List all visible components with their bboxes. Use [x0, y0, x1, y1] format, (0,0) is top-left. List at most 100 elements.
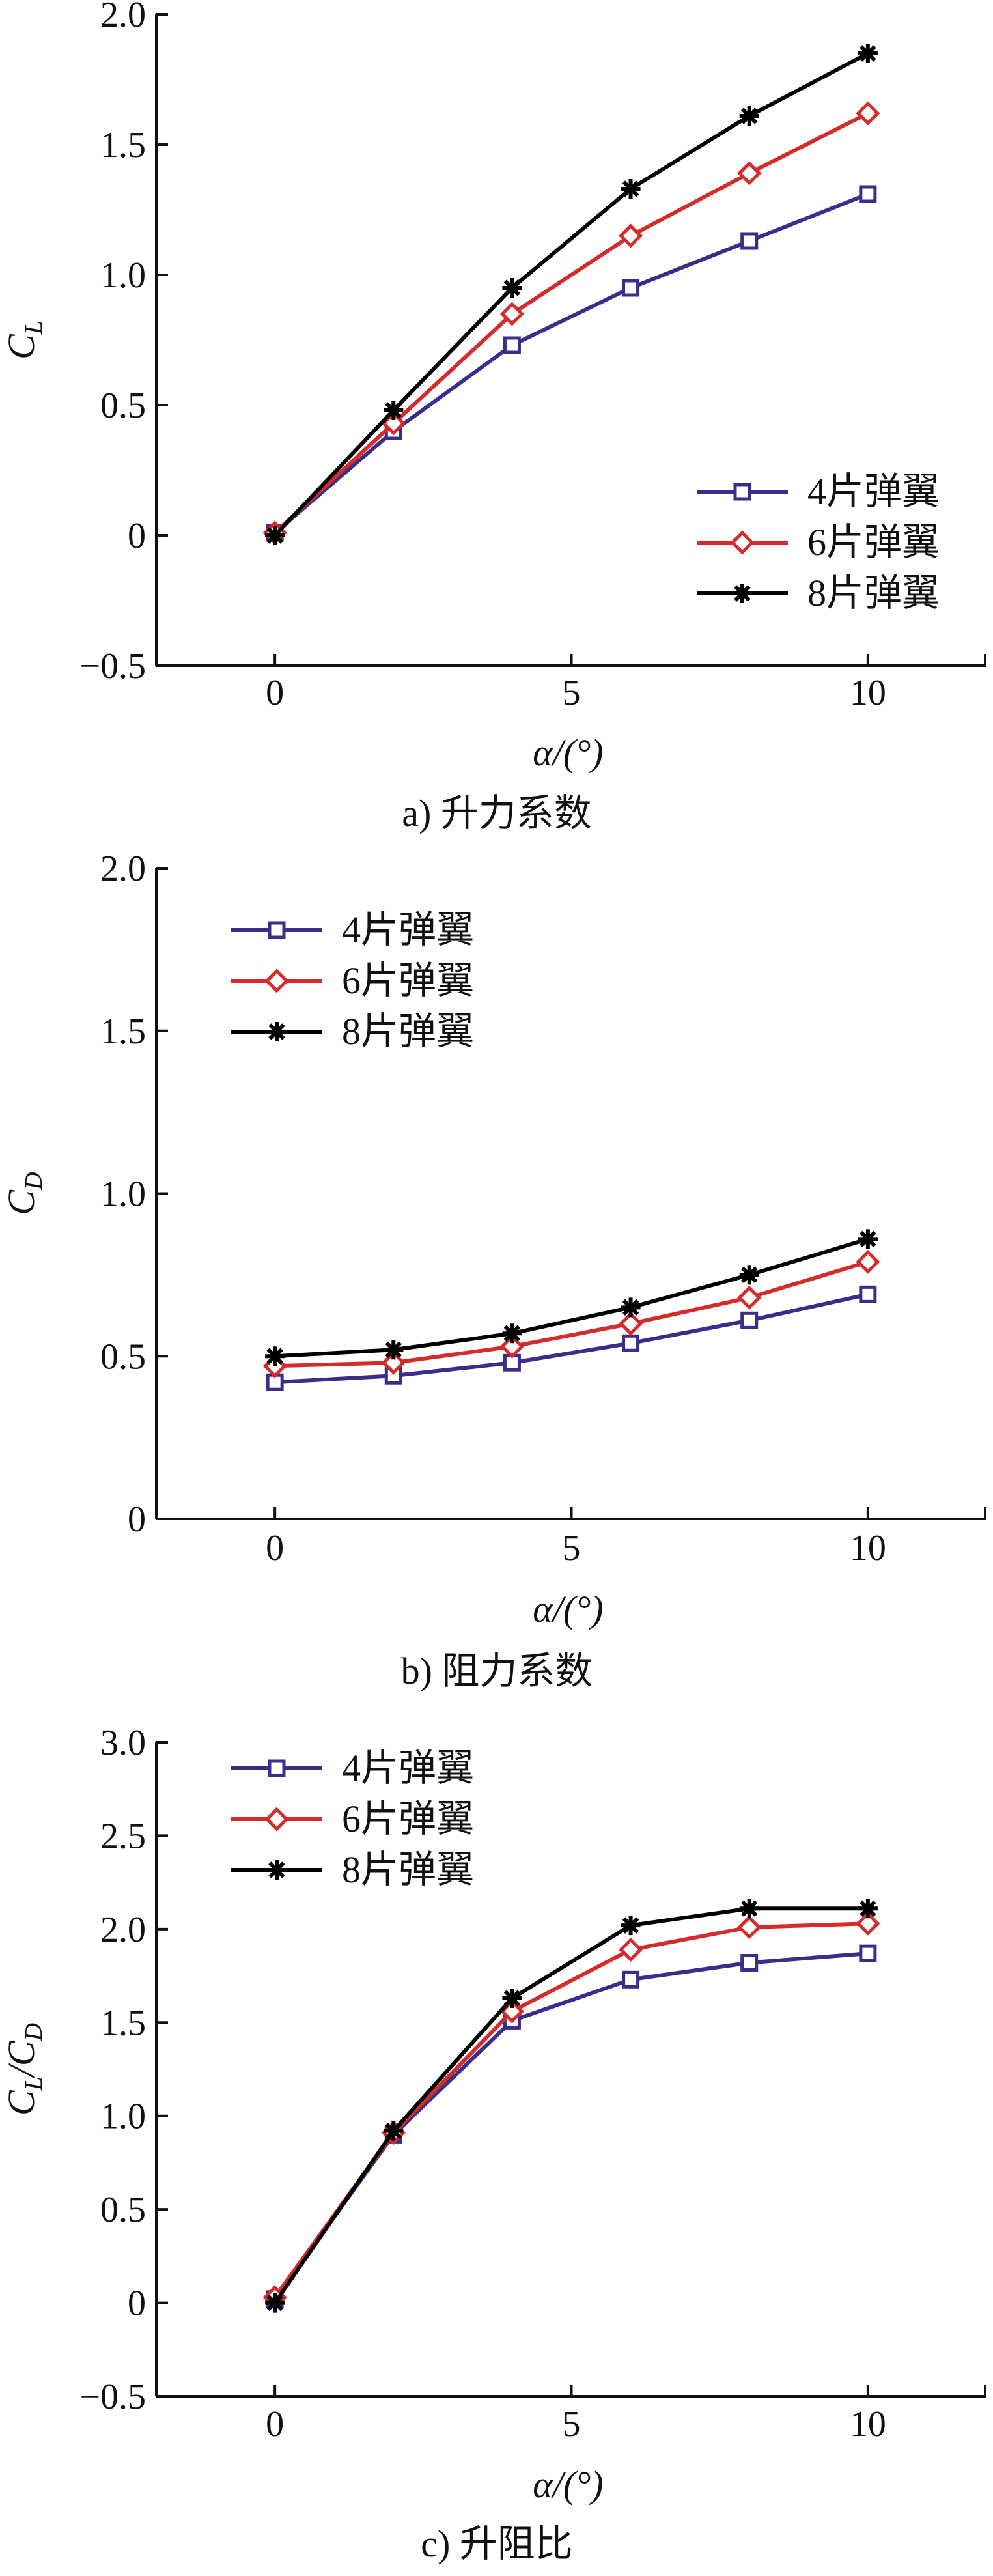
- y-tick-label: 2.5: [100, 1816, 146, 1856]
- legend-marker: [267, 1860, 287, 1880]
- y-tick-label: 1.0: [100, 255, 146, 296]
- data-point-marker: [502, 278, 522, 298]
- data-point-marker: [856, 1249, 880, 1274]
- data-point-marker: [739, 106, 759, 126]
- data-point-marker: [265, 526, 285, 545]
- y-tick-label: 1.0: [100, 1174, 146, 1215]
- x-tick-label: 0: [266, 673, 284, 713]
- y-tick-label: 2.0: [100, 849, 146, 889]
- x-tick-label: 10: [850, 2404, 886, 2444]
- data-point-marker: [858, 44, 878, 63]
- legend-marker: [268, 921, 286, 939]
- series-line: [273, 1951, 869, 2300]
- series-line: [273, 51, 869, 537]
- data-point-marker: [621, 1297, 641, 1318]
- series-1: [266, 1285, 877, 1391]
- data-point-marker: [737, 1915, 762, 1940]
- series-2: [262, 1911, 880, 2310]
- chart-caption: c) 升阻比: [421, 2523, 573, 2565]
- legend-marker: [264, 1807, 289, 1832]
- data-point-marker: [622, 1970, 640, 1989]
- y-tick-label: 2.0: [100, 0, 146, 35]
- data-point-marker: [503, 336, 521, 354]
- data-point-marker: [737, 1285, 762, 1310]
- legend-label: 6片弹翼: [342, 959, 474, 1002]
- series-line: [274, 1292, 869, 1385]
- y-tick-label: 1.0: [100, 2097, 146, 2137]
- y-tick-label: 0.5: [100, 386, 146, 426]
- y-tick-label: 0: [128, 1499, 146, 1540]
- data-point-marker: [858, 1229, 878, 1249]
- data-point-marker: [622, 1334, 640, 1352]
- data-point-marker: [619, 1311, 643, 1336]
- series-line: [273, 1921, 868, 2299]
- data-point-marker: [384, 1340, 404, 1360]
- legend-marker: [733, 483, 751, 501]
- y-tick-label: −0.5: [79, 2377, 146, 2417]
- data-point-marker: [619, 223, 643, 248]
- series-line: [273, 1906, 868, 2304]
- chart-caption: b) 阻力系数: [401, 1650, 593, 1692]
- legend-label: 4片弹翼: [342, 909, 474, 951]
- y-tick-label: 1.5: [100, 125, 146, 165]
- x-tick-label: 10: [850, 1528, 886, 1568]
- data-point-marker: [502, 1323, 522, 1344]
- series-3: [265, 1229, 878, 1366]
- legend-label: 4片弹翼: [342, 1747, 474, 1789]
- series-3: [265, 44, 878, 545]
- y-axis-label: CL: [0, 320, 48, 360]
- data-point-marker: [265, 2293, 285, 2313]
- data-point-marker: [621, 1916, 641, 1936]
- x-axis-label: α/(°): [533, 731, 603, 774]
- legend-label: 8片弹翼: [807, 572, 940, 614]
- data-point-marker: [739, 1899, 759, 1919]
- legend-marker: [733, 584, 752, 603]
- data-point-marker: [859, 1285, 877, 1303]
- x-axis-label: α/(°): [533, 1588, 603, 1630]
- x-tick-label: 0: [266, 2404, 284, 2444]
- x-tick-label: 5: [563, 1528, 581, 1568]
- x-axis-label: α/(°): [533, 2463, 603, 2506]
- data-point-marker: [384, 401, 404, 420]
- legend-label: 6片弹翼: [807, 521, 940, 563]
- data-point-marker: [381, 1350, 406, 1375]
- data-point-marker: [740, 232, 759, 250]
- data-point-marker: [740, 1953, 759, 1972]
- y-tick-label: 1.5: [100, 2003, 146, 2043]
- data-point-marker: [859, 185, 877, 203]
- data-point-marker: [856, 101, 880, 126]
- x-tick-label: 5: [563, 2404, 581, 2444]
- y-axis-label: CL/CD: [0, 2023, 48, 2116]
- data-point-marker: [265, 1346, 285, 1366]
- data-point-marker: [622, 279, 640, 297]
- data-point-marker: [621, 179, 641, 199]
- y-tick-label: 0: [128, 2284, 146, 2324]
- data-point-marker: [502, 1988, 522, 2008]
- series-line: [274, 1237, 869, 1359]
- legend: 4片弹翼 6片弹翼 8片弹翼: [231, 909, 474, 1053]
- legend-label: 6片弹翼: [342, 1798, 474, 1840]
- y-axis-label: CD: [0, 1172, 48, 1215]
- y-tick-label: −0.5: [79, 646, 146, 686]
- data-point-marker: [740, 1311, 759, 1329]
- data-point-marker: [859, 1944, 877, 1962]
- series-line: [273, 111, 869, 535]
- data-point-marker: [384, 2121, 404, 2141]
- data-point-marker: [856, 1911, 880, 1936]
- series-3: [265, 1899, 878, 2313]
- x-tick-label: 5: [563, 673, 581, 713]
- y-tick-label: 3.0: [100, 1723, 146, 1763]
- y-tick-label: 0.5: [100, 1337, 146, 1377]
- chart-panel-1: −0.5 0 0.5 1.0 1.5 2.0 0 5 10 α/(°) CL 4片弹翼 6片弹翼 8片弹翼…: [0, 0, 986, 834]
- legend-marker: [730, 530, 755, 555]
- y-tick-label: 0.5: [100, 2190, 146, 2230]
- y-tick-label: 1.5: [100, 1012, 146, 1052]
- data-point-marker: [739, 1265, 759, 1285]
- series-line: [273, 192, 869, 535]
- data-point-marker: [619, 1937, 643, 1962]
- chart-caption: a) 升力系数: [402, 792, 592, 834]
- data-point-marker: [499, 302, 524, 326]
- y-tick-label: 0: [128, 516, 146, 556]
